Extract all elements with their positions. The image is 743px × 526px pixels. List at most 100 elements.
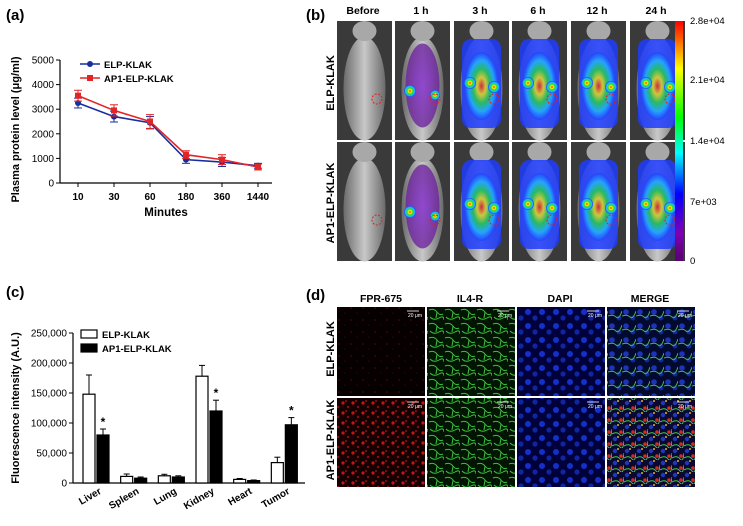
colorbar-tick-min: 0 <box>690 256 695 267</box>
fluorescence-signal <box>405 164 440 249</box>
y-tick-label: 250,000 <box>31 329 68 340</box>
scale-bar-label: 20 μm <box>678 313 692 319</box>
x-tick-label: 360 <box>214 192 231 203</box>
time-header-3h: 3 h <box>472 5 487 17</box>
mouse-body <box>343 157 386 262</box>
x-tick-label: Liver <box>77 486 103 508</box>
panel-d-label: (d) <box>306 287 325 304</box>
fluorescence-hotspot <box>664 202 676 214</box>
x-tick-label: 180 <box>178 192 195 203</box>
panel-a: (a) 0 1000 2000 3000 4000 5000 10 30 60 180 360 144… <box>0 0 300 250</box>
y-tick-label: 1000 <box>32 154 55 165</box>
tumor-roi-marker <box>605 93 617 105</box>
tumor-roi-marker <box>371 93 383 105</box>
fluorescence-hotspot <box>488 81 500 93</box>
legend-label-ap1: AP1-ELP-KLAK <box>104 74 174 85</box>
time-header-before: Before <box>346 5 379 17</box>
row-label-ap1: AP1-ELP-KLAK <box>325 400 337 481</box>
row-label-elp: ELP-KLAK <box>325 55 337 111</box>
line-chart: (a) 0 1000 2000 3000 4000 5000 10 30 60 180 360 144… <box>6 7 272 219</box>
legend-label-elp: ELP-KLAK <box>102 330 150 341</box>
fluorescence-signal <box>464 52 499 120</box>
x-tick-label: Kidney <box>182 486 217 512</box>
bar-chart: (c) 0 50,000 100,000 150,000 200,000 250,000 F… <box>6 284 305 512</box>
panel-d: (d) FPR-675 IL4-R DAPI MERGE ELP-KLAK AP… <box>300 280 743 521</box>
fluorescence-hotspot <box>605 81 617 93</box>
x-tick-label: 60 <box>144 192 156 203</box>
y-tick-label: 2000 <box>32 129 55 140</box>
x-tick-label: Heart <box>227 486 255 509</box>
micrograph-dapi-elp <box>517 307 605 396</box>
mouse-head <box>410 21 435 41</box>
fluorescence-hotspot <box>464 77 476 89</box>
bar-ap1 <box>171 476 185 484</box>
y-axis-label: Fluorescence intensity (A.U.) <box>10 332 22 484</box>
fluorescence-hotspot <box>488 202 500 214</box>
fluorescence-signal <box>405 43 440 128</box>
micrograph-fpr-ap1 <box>337 398 425 487</box>
fluorescence-hotspot <box>581 198 593 210</box>
mouse-body <box>343 36 386 141</box>
scale-bar-label: 20 μm <box>498 313 512 319</box>
mouse-head <box>586 142 611 162</box>
x-tick-label: 30 <box>108 192 120 203</box>
colorbar-tick-3: 1.4e+04 <box>690 136 725 147</box>
x-axis-label: Minutes <box>144 207 187 219</box>
legend-marker-ap1 <box>87 75 93 81</box>
scale-bar-label: 20 μm <box>498 404 512 410</box>
time-header-1h: 1 h <box>413 5 428 17</box>
tumor-roi-marker <box>546 214 558 226</box>
bar-elp <box>120 475 134 484</box>
series-line-elp <box>77 102 259 167</box>
data-point <box>183 151 189 158</box>
significance-marker: * <box>289 404 294 418</box>
y-tick-label: 150,000 <box>31 389 68 400</box>
x-tick-label: Spleen <box>107 486 141 512</box>
mouse-head <box>527 21 552 41</box>
tumor-roi-marker <box>605 214 617 226</box>
mouse-head <box>527 142 552 162</box>
scale-bar-label: 20 μm <box>588 404 602 410</box>
scale-bar-label: 20 μm <box>588 313 602 319</box>
fluorescence-hotspot <box>605 202 617 214</box>
data-point <box>183 156 189 163</box>
tumor-roi-marker <box>488 93 500 105</box>
colorbar-tick-4: 7e+03 <box>690 197 717 208</box>
column-header-dapi: DAPI <box>547 293 572 305</box>
legend-swatch-elp <box>80 329 98 339</box>
x-tick-label: Lung <box>152 486 179 508</box>
fluorescence-hotspot <box>546 202 558 214</box>
fluorescence-hotspot <box>404 206 416 218</box>
panel-b: (b) Before 1 h 3 h 6 h 12 h 24 h ELP-KLA… <box>300 0 743 272</box>
tumor-roi-marker <box>488 214 500 226</box>
fluorescence-hotspot <box>546 81 558 93</box>
fluorescence-hotspot <box>404 85 416 97</box>
fluorescence-hotspot <box>640 198 652 210</box>
microscopy-panel: (d) FPR-675 IL4-R DAPI MERGE ELP-KLAK AP… <box>306 287 695 487</box>
tumor-roi-marker <box>546 93 558 105</box>
fluorescence-hotspot <box>581 77 593 89</box>
bar-elp <box>270 462 284 484</box>
fluorescence-signal <box>640 52 675 120</box>
scale-bar-label: 20 μm <box>678 404 692 410</box>
bar-ap1 <box>134 477 148 484</box>
y-tick-label: 50,000 <box>36 449 67 460</box>
x-tick-label: Tumor <box>260 486 292 511</box>
fluorescence-hotspot <box>522 77 534 89</box>
x-tick-label: 1440 <box>247 192 270 203</box>
data-point <box>147 118 153 125</box>
data-point <box>219 156 225 163</box>
micrograph-merge-elp <box>607 307 695 396</box>
legend-marker-elp <box>87 61 93 67</box>
series-line-ap1 <box>77 94 259 168</box>
mouse-head <box>469 21 494 41</box>
y-tick-label: 5000 <box>32 56 55 67</box>
y-tick-label: 0 <box>48 179 54 190</box>
bar-elp <box>82 393 96 484</box>
y-tick-label: 3000 <box>32 105 55 116</box>
mouse-head <box>352 142 377 162</box>
colorbar <box>675 21 683 261</box>
time-header-24h: 24 h <box>645 5 666 17</box>
y-tick-label: 200,000 <box>31 359 68 370</box>
bar-ap1 <box>284 424 298 484</box>
